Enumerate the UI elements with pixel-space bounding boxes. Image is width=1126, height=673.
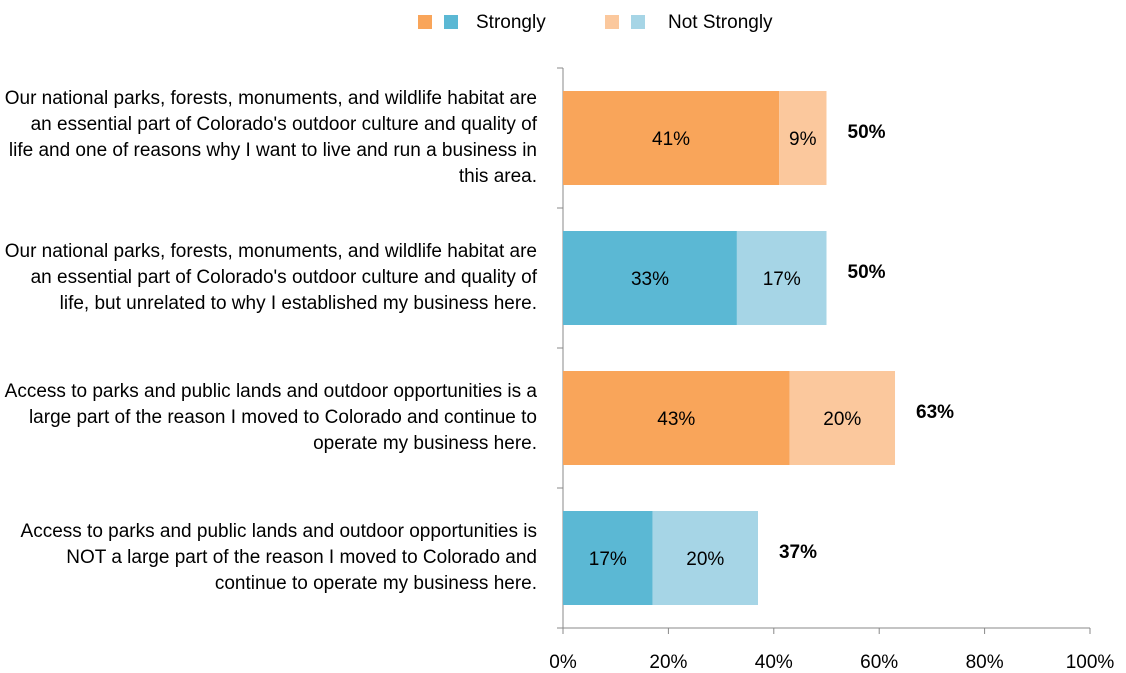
legend-swatch <box>605 15 619 29</box>
x-tick-label: 0% <box>549 652 577 673</box>
bar-value-label: 20% <box>823 409 861 430</box>
legend-swatch <box>418 15 432 29</box>
category-label: Access to parks and public lands and out… <box>4 488 537 628</box>
x-tick-label: 20% <box>649 652 687 673</box>
x-tick-label: 100% <box>1066 652 1115 673</box>
bar-segment <box>563 231 737 325</box>
total-label: 50% <box>848 262 886 283</box>
legend-label: Not Strongly <box>668 12 773 33</box>
total-label: 63% <box>916 402 954 423</box>
legend-swatch <box>631 15 645 29</box>
x-tick-label: 60% <box>860 652 898 673</box>
bar-value-label: 33% <box>631 269 669 290</box>
bar-value-label: 43% <box>657 409 695 430</box>
total-label: 50% <box>848 122 886 143</box>
category-label: Access to parks and public lands and out… <box>4 348 537 488</box>
bar-segment <box>652 511 758 605</box>
category-label: Our national parks, forests, monuments, … <box>4 208 537 348</box>
x-tick-label: 40% <box>755 652 793 673</box>
category-label: Our national parks, forests, monuments, … <box>4 68 537 208</box>
legend-swatch <box>444 15 458 29</box>
bar-value-label: 20% <box>686 549 724 570</box>
category-text: Our national parks, forests, monuments, … <box>4 241 537 314</box>
bar-value-label: 41% <box>652 129 690 150</box>
bar-value-label: 17% <box>763 269 801 290</box>
bar-segment <box>563 91 780 185</box>
category-text: Access to parks and public lands and out… <box>4 381 537 454</box>
bar-segment <box>563 371 790 465</box>
total-label: 37% <box>779 542 817 563</box>
bar-segment <box>563 511 653 605</box>
category-text: Our national parks, forests, monuments, … <box>4 88 537 187</box>
bar-value-label: 9% <box>789 129 817 150</box>
bar-segment <box>789 371 896 465</box>
bar-segment <box>779 91 827 185</box>
x-tick-label: 80% <box>966 652 1004 673</box>
bar-segment <box>736 231 827 325</box>
bar-value-label: 17% <box>589 549 627 570</box>
legend-label: Strongly <box>476 12 546 33</box>
category-text: Access to parks and public lands and out… <box>20 521 537 594</box>
